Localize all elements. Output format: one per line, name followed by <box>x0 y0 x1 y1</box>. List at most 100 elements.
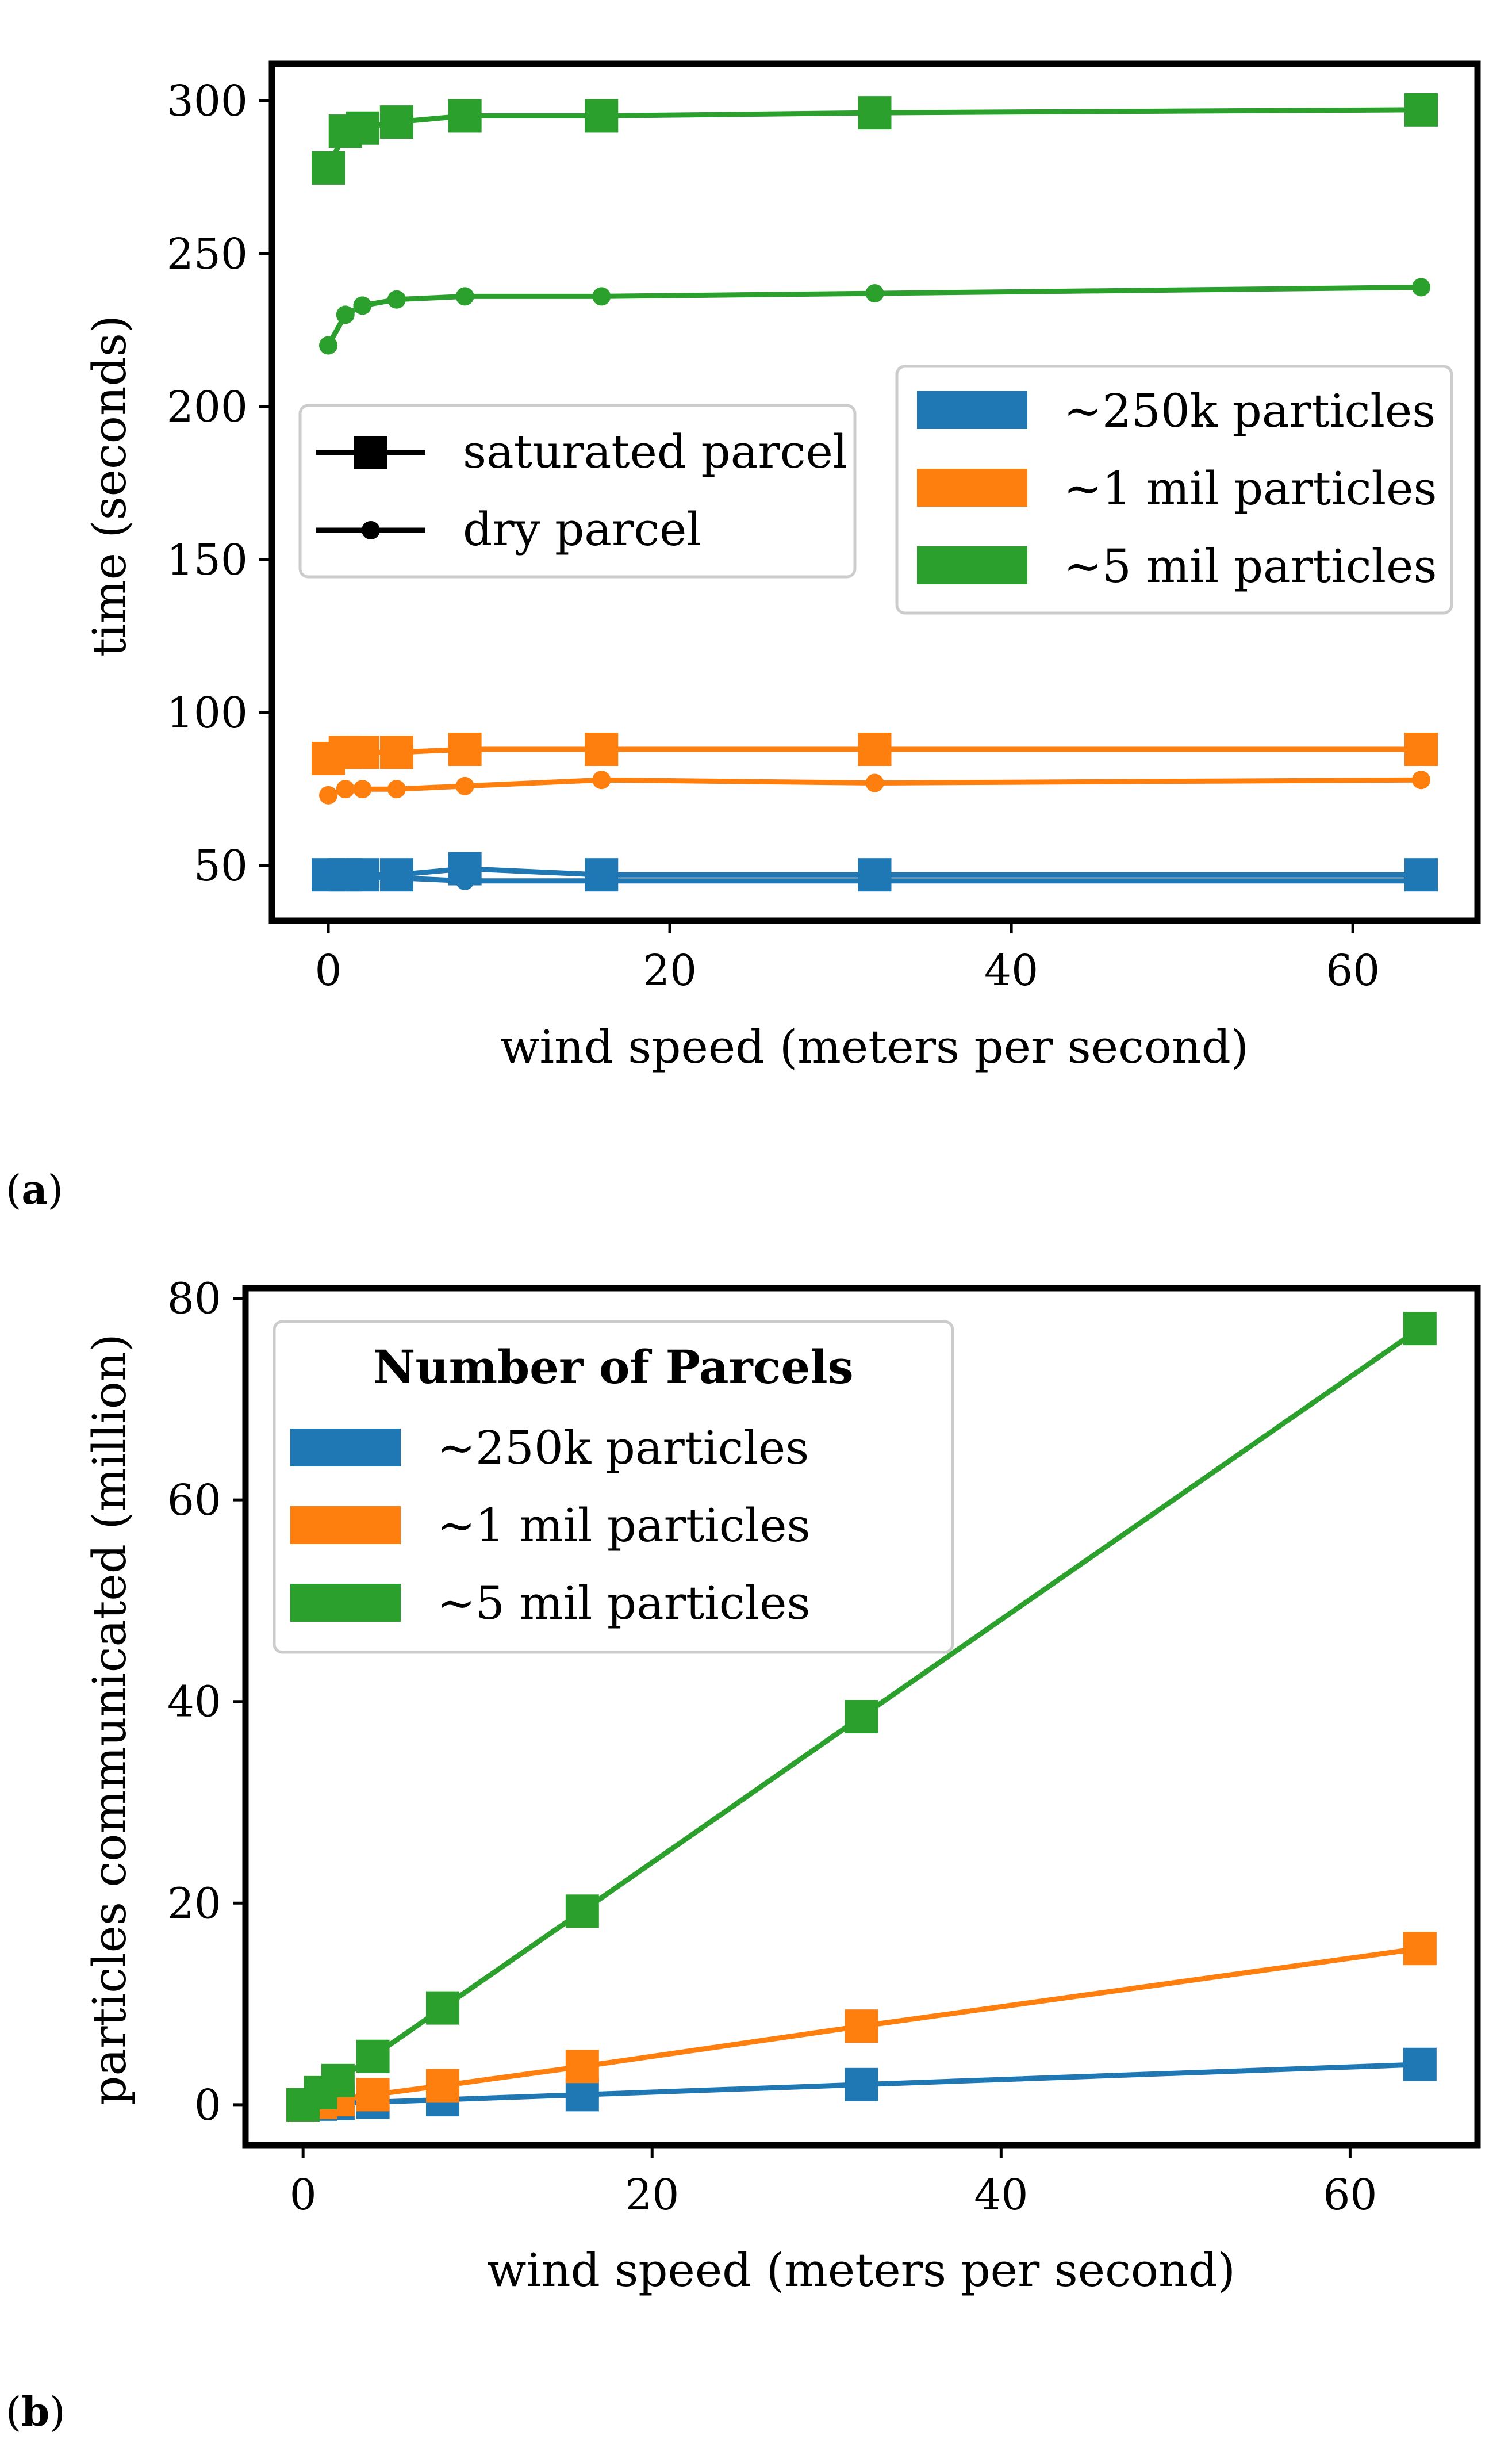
panel-a-color-legend: ∼250k particles ∼1 mil particles ∼5 mil … <box>895 365 1453 615</box>
color-legend-box <box>895 365 1453 615</box>
legend-label-250k: ∼250k particles <box>1064 384 1436 438</box>
y-tick-label: 300 <box>167 76 248 126</box>
data-point <box>387 868 406 887</box>
data-point <box>1411 871 1430 890</box>
data-point <box>592 771 611 790</box>
y-tick-label: 100 <box>167 688 248 738</box>
panel-b-y-axis-label: particles communicated (million) <box>83 1334 136 2105</box>
data-point <box>565 2050 599 2084</box>
x-tick-label: 40 <box>984 946 1038 995</box>
data-point <box>336 305 355 324</box>
panel-a-y-axis-label: time (seconds) <box>83 315 136 657</box>
saturated-legend-label: saturated parcel <box>463 425 847 478</box>
circle-marker-icon <box>362 521 380 539</box>
legend-entry-5mil: ∼5 mil particles <box>917 539 1437 593</box>
data-point <box>865 773 884 792</box>
data-point <box>346 736 379 769</box>
panel-b-plot-data <box>286 1312 1437 2122</box>
data-point <box>1403 1932 1437 1966</box>
legend-label-1mil: ∼1 mil particles <box>1064 462 1437 515</box>
data-point <box>845 2009 878 2043</box>
data-point <box>336 868 355 887</box>
data-point <box>321 2063 355 2097</box>
x-tick-label: 60 <box>1326 946 1380 995</box>
panel-a-letter: a <box>21 1166 47 1213</box>
data-point <box>356 2039 390 2073</box>
panel-a-axes-frame <box>268 60 1481 924</box>
data-point <box>455 287 474 306</box>
data-point <box>336 780 355 799</box>
y-tick-label: 40 <box>167 1678 221 1727</box>
legend-entry-dry: dry parcel <box>316 503 701 556</box>
y-tick-label: 250 <box>167 229 248 279</box>
x-tick-label: 60 <box>1323 2170 1377 2220</box>
legend-swatch-green <box>290 1584 401 1622</box>
series-1-mil-particles-saturated-parcel <box>312 733 1438 775</box>
data-point <box>1403 1312 1437 1346</box>
legend-entry-5mil: ∼5 mil particles <box>290 1576 811 1630</box>
marker-legend-box <box>298 404 857 579</box>
legend-swatch-green <box>917 546 1027 584</box>
square-marker-icon <box>354 436 387 469</box>
data-point <box>353 868 372 887</box>
y-tick-label: 80 <box>167 1274 221 1324</box>
legend-entry-saturated: saturated parcel <box>316 425 847 478</box>
data-point <box>448 733 482 766</box>
legend-entry-250k: ∼250k particles <box>290 1421 809 1475</box>
panel-b: 0 20 40 60 0 20 40 60 80 wind speed (meters per… <box>6 1274 1481 2435</box>
y-tick-label: 60 <box>167 1476 221 1525</box>
y-tick-label: 50 <box>194 841 248 891</box>
data-point <box>387 290 406 309</box>
panel-a-marker-legend: saturated parcel dry parcel <box>298 404 857 579</box>
data-point <box>585 733 619 766</box>
data-point <box>1411 278 1430 297</box>
legend-entry-1mil: ∼1 mil particles <box>917 462 1437 515</box>
data-point <box>1404 93 1438 127</box>
y-tick-label: 0 <box>194 2081 221 2130</box>
x-tick-label: 40 <box>974 2170 1028 2220</box>
legend-label-5mil: ∼5 mil particles <box>1064 539 1437 593</box>
data-point <box>346 111 379 145</box>
x-tick-label: 20 <box>625 2170 679 2220</box>
data-point <box>1404 733 1438 766</box>
panel-b-caption-label: (b) <box>6 2388 66 2435</box>
legend-swatch-orange <box>290 1506 401 1544</box>
panel-a-x-ticks: 0 20 40 60 <box>314 921 1380 995</box>
data-point <box>592 287 611 306</box>
legend-label-5mil: ∼5 mil particles <box>437 1576 811 1630</box>
legend-swatch-orange <box>917 469 1027 507</box>
data-point <box>353 296 372 315</box>
legend-entry-1mil: ∼1 mil particles <box>290 1499 811 1552</box>
panel-a-y-ticks: 50 100 150 200 250 300 <box>167 76 272 891</box>
data-point <box>455 871 474 890</box>
series-5-mil-particles <box>286 1312 1437 2122</box>
panel-a-x-axis-label: wind speed (meters per second) <box>500 1020 1249 1074</box>
data-point <box>379 736 413 769</box>
series-5-mil-particles-saturated-parcel <box>312 93 1438 185</box>
panel-a-caption-label: (a) <box>6 1166 63 1213</box>
panel-b-legend-title: Number of Parcels <box>373 1340 853 1394</box>
series-1-mil-particles-dry-parcel <box>319 771 1430 805</box>
legend-label-250k: ∼250k particles <box>437 1421 809 1475</box>
data-point <box>353 780 372 799</box>
data-point <box>858 96 892 130</box>
legend-label-1mil: ∼1 mil particles <box>437 1499 811 1552</box>
data-point <box>565 1894 599 1928</box>
data-point <box>1411 771 1430 790</box>
y-tick-label: 20 <box>167 1879 221 1928</box>
legend-swatch-blue <box>290 1429 401 1466</box>
panel-b-axes-frame <box>242 1285 1481 2149</box>
panel-b-legend: Number of Parcels ∼250k particles ∼1 mil… <box>273 1320 954 1654</box>
data-point <box>845 1700 878 1733</box>
data-point <box>319 786 338 805</box>
data-point <box>865 284 884 303</box>
data-point <box>565 2078 599 2112</box>
dry-legend-label: dry parcel <box>463 503 701 556</box>
data-point <box>319 336 338 355</box>
legend-swatch-blue <box>917 391 1027 429</box>
data-point <box>455 776 474 795</box>
legend-entry-250k: ∼250k particles <box>917 384 1436 438</box>
data-point <box>585 99 619 133</box>
series-250k-particles-dry-parcel <box>319 868 1430 890</box>
